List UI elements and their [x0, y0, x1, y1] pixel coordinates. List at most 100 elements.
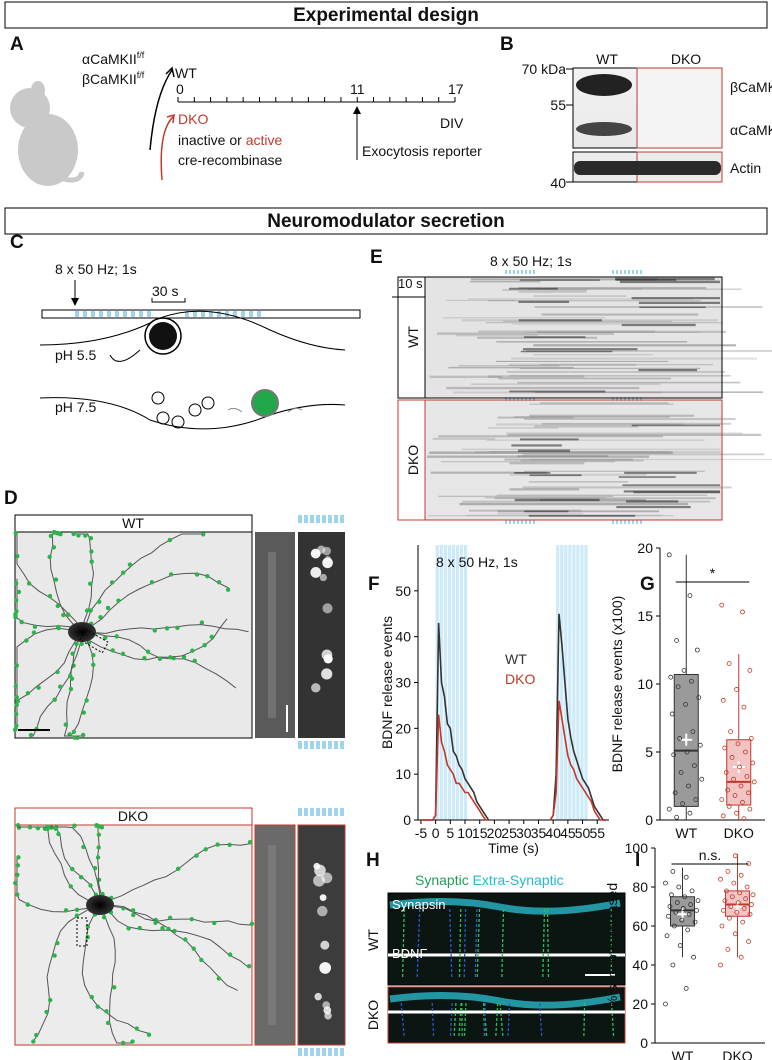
release-site — [209, 634, 214, 640]
data-point — [720, 697, 726, 703]
release-site — [15, 823, 21, 828]
arrow — [149, 69, 173, 151]
data-point — [734, 909, 740, 915]
release-site — [199, 620, 205, 625]
panel-letter: G — [640, 574, 655, 595]
data-point — [732, 853, 738, 859]
stim-dash — [99, 311, 103, 317]
data-point — [674, 814, 680, 820]
data-point — [699, 776, 705, 782]
stim-dash — [328, 808, 332, 816]
release-site — [91, 662, 96, 668]
stim-dash — [628, 520, 630, 524]
dendrite — [99, 904, 251, 926]
stimulus-bar — [451, 545, 456, 820]
data-point — [738, 872, 744, 878]
stim-dash — [298, 741, 302, 749]
data-point — [695, 898, 701, 904]
arrow — [160, 115, 175, 181]
stim-dash — [517, 520, 519, 524]
release-site — [189, 916, 194, 922]
inset — [297, 824, 346, 1046]
release-site — [116, 598, 121, 603]
release-site — [157, 656, 163, 661]
release-site — [130, 1039, 135, 1044]
inset — [298, 532, 345, 738]
data-point — [737, 890, 743, 896]
data-point — [729, 894, 735, 900]
stim-bar — [41, 309, 361, 319]
row-label: WT — [405, 326, 421, 348]
data-point — [663, 1001, 668, 1007]
x-tick-label: 55 — [589, 825, 605, 841]
data-point — [719, 923, 725, 929]
data-point — [687, 810, 693, 816]
stim-dash — [298, 808, 302, 816]
inset-spot — [321, 872, 333, 884]
release-site — [227, 952, 233, 957]
y-axis-label: % synaptic released — [604, 883, 620, 1008]
data-point — [726, 661, 732, 666]
release-site — [120, 651, 126, 657]
x-tick-label: WT — [672, 1048, 694, 1060]
cell-outline — [39, 310, 346, 351]
legend-text: Synaptic — [415, 872, 469, 888]
panel-letter: I — [635, 850, 640, 871]
stimulus-bar — [580, 545, 584, 820]
release-site — [15, 554, 20, 559]
synapse-lines — [388, 897, 625, 1038]
stim-dash — [525, 520, 527, 524]
data-point — [741, 906, 747, 911]
arrow-head — [71, 298, 79, 306]
release-site — [15, 892, 20, 897]
genotype: βCaMKIIf/f — [82, 70, 145, 87]
synapse-link — [453, 1002, 457, 1038]
stim-dash — [75, 311, 79, 317]
blot — [636, 67, 723, 149]
release-site — [126, 926, 131, 931]
data-point — [738, 954, 744, 960]
data-point — [743, 896, 749, 902]
data-point — [749, 902, 754, 907]
stimulus-bar — [447, 545, 451, 820]
synapse-link — [463, 1002, 467, 1038]
data-point — [685, 927, 691, 933]
dendrite — [81, 618, 228, 661]
release-site — [146, 1032, 152, 1037]
gene-sup: f/f — [137, 70, 145, 80]
stim-dash — [340, 808, 344, 816]
y-axis-label: BDNF release events — [379, 616, 395, 749]
stim-dash — [334, 515, 338, 523]
release-site — [95, 1004, 100, 1009]
stim-dash — [517, 270, 519, 274]
release-site — [227, 842, 232, 847]
release-site — [53, 826, 58, 831]
x-tick-label: 40 — [545, 825, 561, 841]
release-site — [55, 531, 61, 536]
stim-dash — [257, 311, 261, 317]
inset-spot — [321, 668, 333, 680]
stim-dash — [521, 270, 523, 274]
data-point — [741, 816, 747, 822]
y-axis-label: BDNF release events (x100) — [609, 596, 625, 773]
stim-dash — [334, 808, 338, 816]
data-point — [723, 770, 729, 775]
release-site — [105, 605, 111, 611]
synapse-link — [610, 1002, 615, 1038]
stim-dash — [632, 270, 634, 274]
lane-label: WT — [596, 51, 618, 67]
kymo-frame — [397, 276, 723, 399]
release-site — [63, 722, 69, 727]
roi-box — [79, 628, 109, 654]
y-tick-label: 20 — [637, 540, 653, 556]
stim-dash — [509, 520, 511, 524]
release-site — [91, 653, 96, 658]
stimulus-bar — [576, 545, 580, 820]
condition: DKO — [178, 111, 208, 127]
section-box — [4, 1, 768, 29]
stim-dash — [123, 311, 127, 317]
data-point — [666, 552, 672, 558]
section-title: Neuromodulator secretion — [267, 211, 505, 232]
treatment-text: active — [246, 132, 283, 148]
row-label: DKO — [405, 445, 421, 475]
